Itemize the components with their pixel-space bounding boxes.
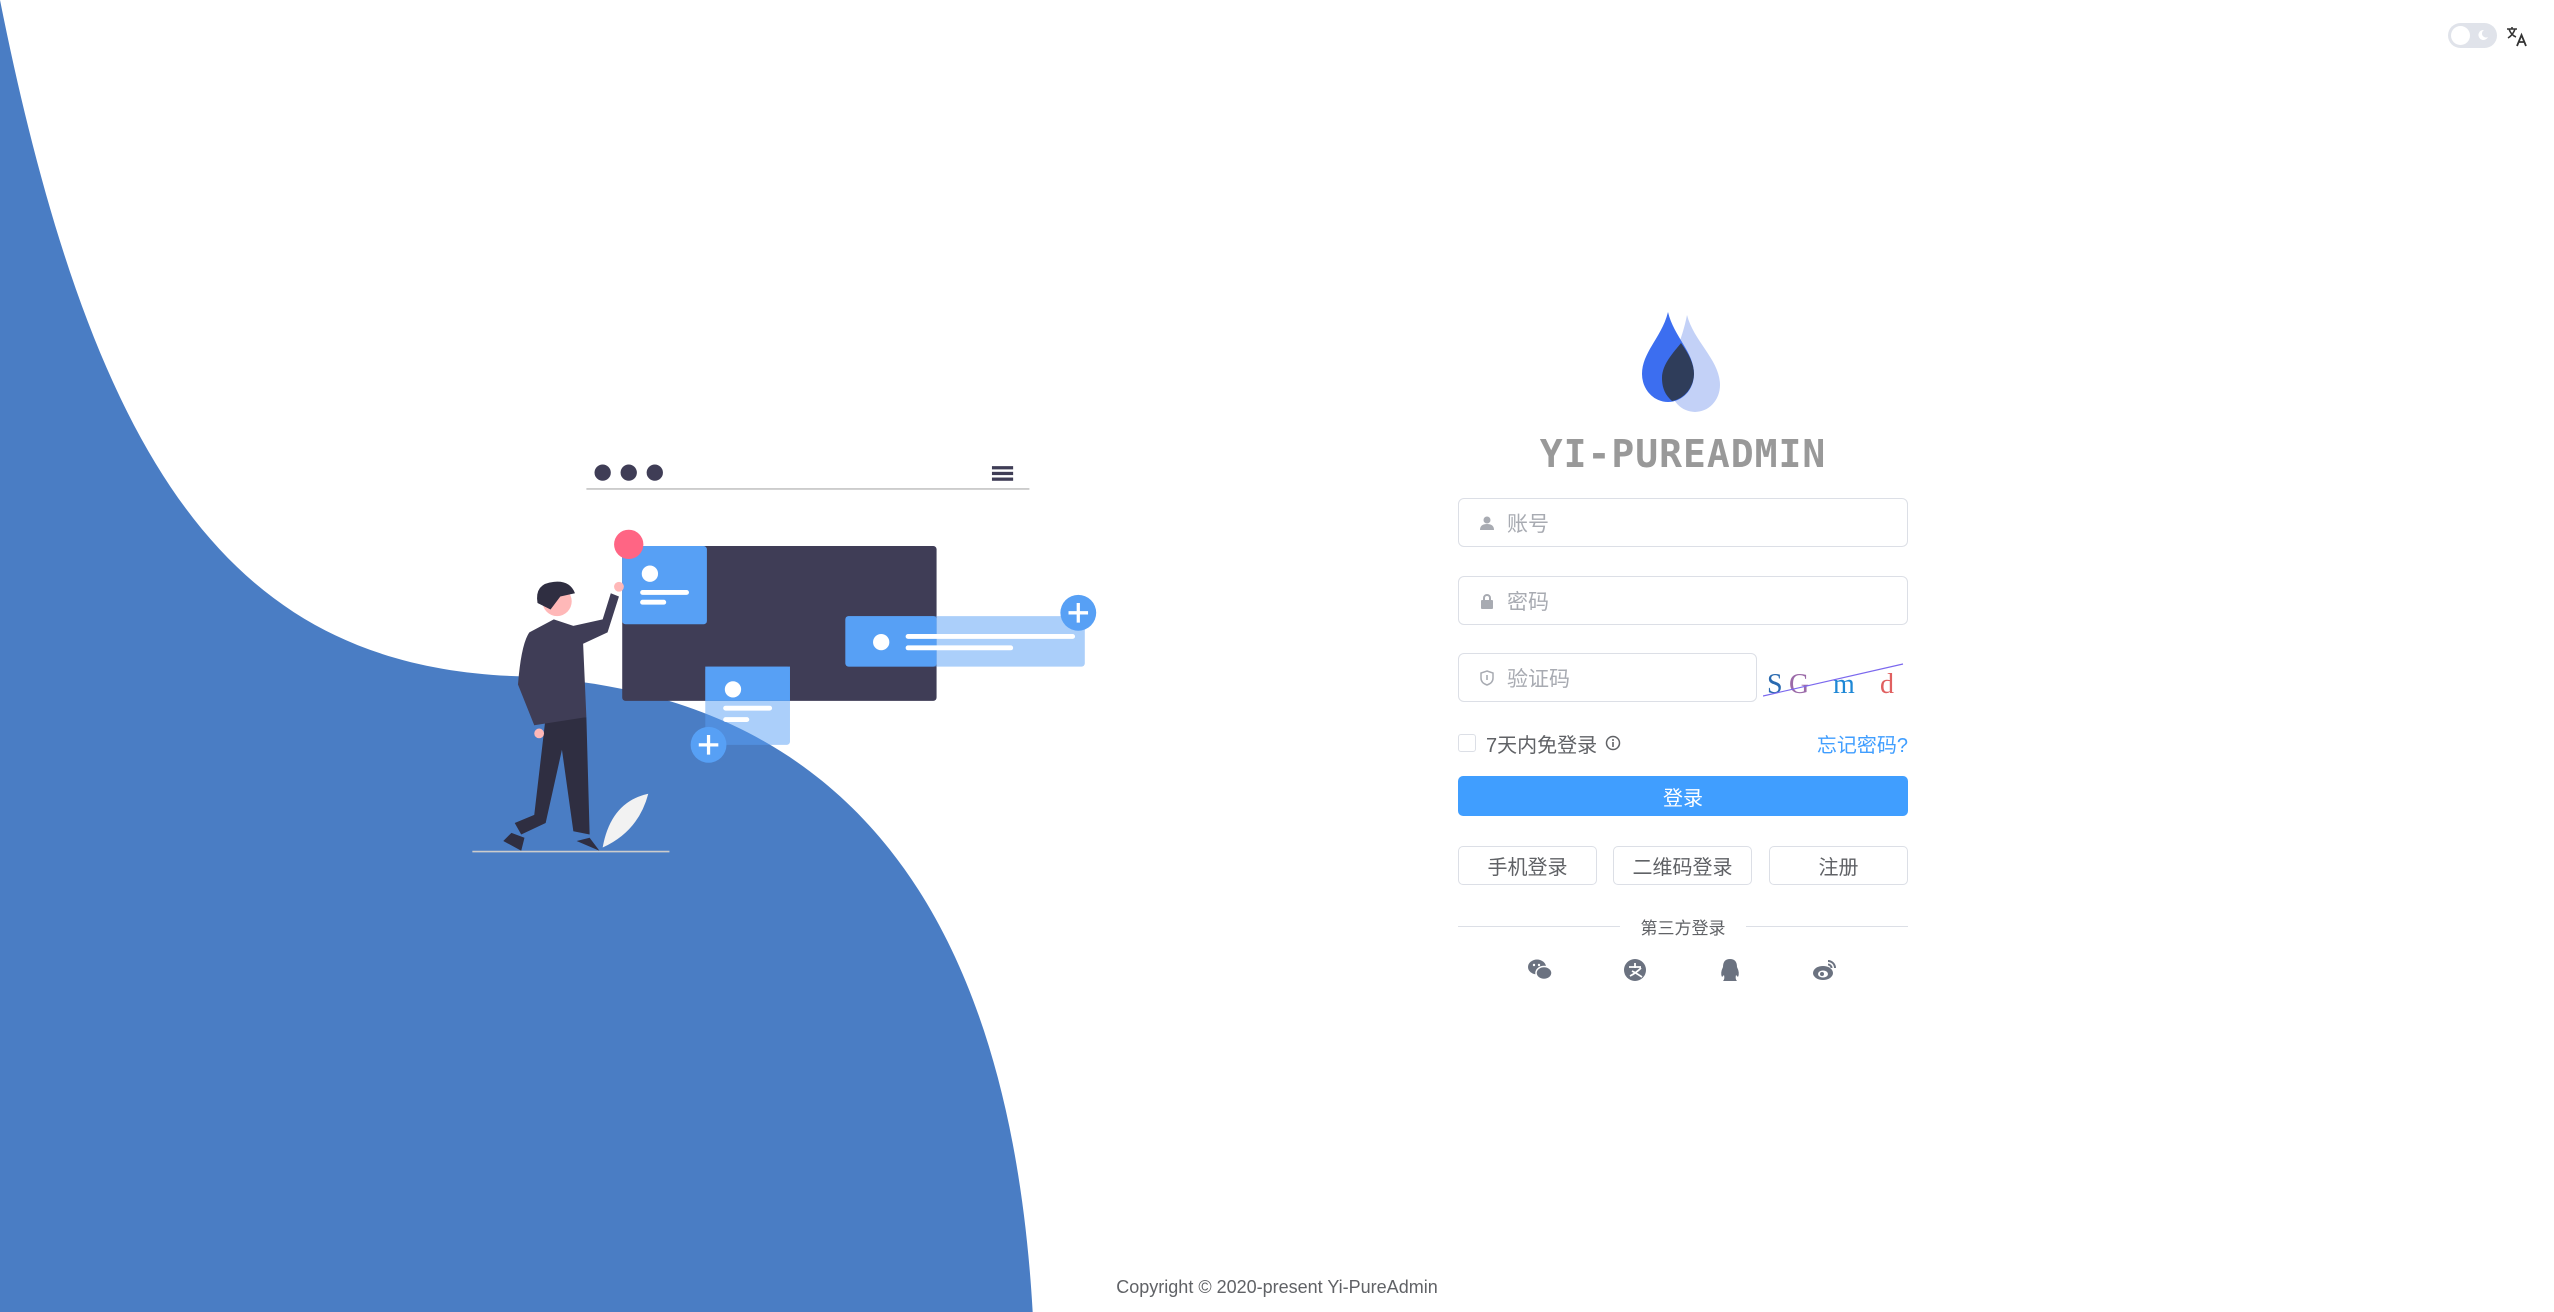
- captcha-char: S: [1767, 669, 1783, 700]
- alipay-icon[interactable]: [1622, 957, 1648, 983]
- dark-mode-toggle[interactable]: [2448, 23, 2497, 48]
- shield-icon: [1480, 669, 1494, 686]
- info-icon: [1605, 735, 1621, 751]
- remember-label[interactable]: 7天内免登录: [1486, 734, 1598, 757]
- red-dot: [614, 529, 644, 560]
- captcha-placeholder: 验证码: [1507, 667, 1570, 691]
- user-icon: [1480, 516, 1494, 530]
- blue-wave: [0, 0, 1033, 1312]
- remember-checkbox[interactable]: [1458, 734, 1476, 752]
- phone-login-button[interactable]: 手机登录: [1458, 846, 1597, 885]
- password-placeholder: 密码: [1507, 590, 1549, 614]
- captcha-input[interactable]: 验证码: [1458, 653, 1757, 702]
- logo-icon: [1642, 312, 1720, 412]
- copyright: Copyright © 2020-present Yi-PureAdmin: [1116, 1277, 1438, 1297]
- qrcode-login-button[interactable]: 二维码登录: [1613, 846, 1752, 885]
- captcha-image[interactable]: S G m d: [1763, 656, 1905, 702]
- wechat-icon[interactable]: [1527, 957, 1553, 983]
- third-party-label: 第三方登录: [1620, 914, 1746, 939]
- card-3: [690, 666, 790, 763]
- captcha-char: d: [1880, 669, 1894, 700]
- forgot-password-link[interactable]: 忘记密码?: [1816, 734, 1908, 757]
- app-title: YI-PUREADMIN: [1539, 432, 1827, 476]
- password-input[interactable]: 密码: [1458, 576, 1908, 625]
- username-input[interactable]: 账号: [1458, 498, 1908, 547]
- browser-bar: [586, 464, 1030, 490]
- person: [503, 581, 624, 851]
- captcha-char: G: [1789, 669, 1809, 700]
- translate-icon[interactable]: [2505, 24, 2529, 48]
- lock-icon: [1481, 593, 1493, 609]
- register-button[interactable]: 注册: [1769, 846, 1908, 885]
- captcha-char: m: [1833, 669, 1855, 700]
- card-2: [845, 594, 1097, 667]
- login-button[interactable]: 登录: [1458, 776, 1908, 816]
- username-placeholder: 账号: [1507, 512, 1549, 536]
- toggle-knob: [2451, 26, 2470, 45]
- leaf: [602, 793, 649, 848]
- remember-row: 7天内免登录 忘记密码?: [1458, 728, 1908, 758]
- weibo-icon[interactable]: [1812, 957, 1838, 983]
- moon-icon: [2478, 29, 2488, 40]
- qq-icon[interactable]: [1717, 957, 1743, 983]
- card-1: [622, 545, 707, 625]
